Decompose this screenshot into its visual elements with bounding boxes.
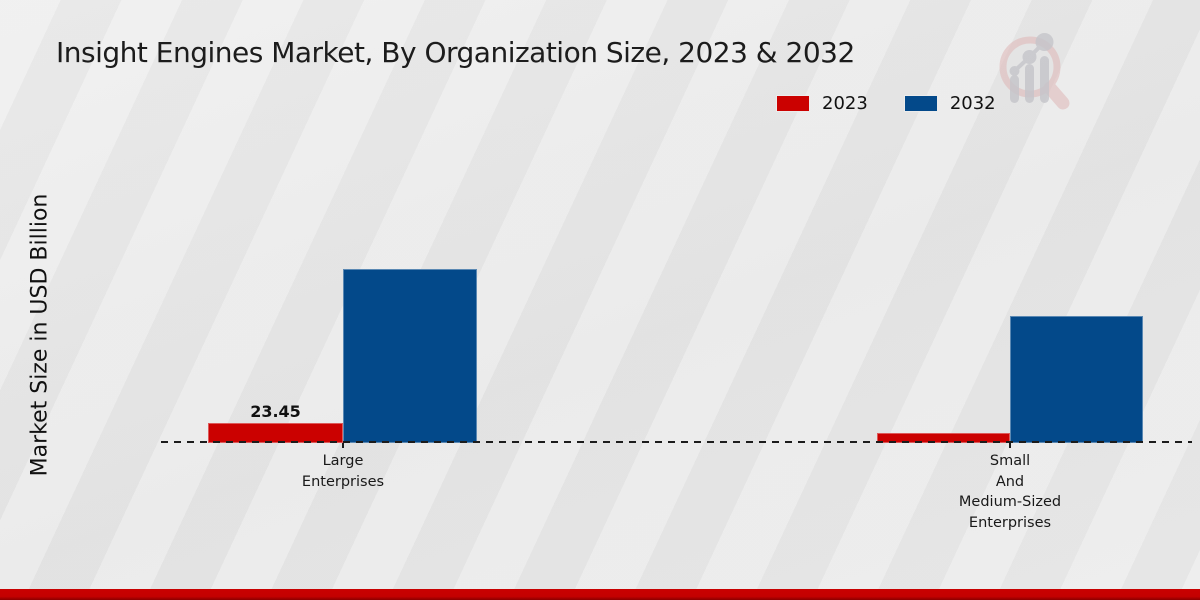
x-axis-baseline — [161, 441, 1192, 443]
legend-label-2032: 2032 — [949, 93, 996, 114]
category-label-large-enterprises: Large Enterprises — [301, 453, 385, 490]
x-axis-tick-large-enterprises — [342, 443, 344, 448]
bar-2023-large-enterprises — [208, 423, 343, 443]
growth-chart-magnifier-logo-icon — [999, 33, 1070, 110]
bar-2032-large-enterprises — [343, 269, 477, 443]
chart-title: Insight Engines Market, By Organization … — [56, 36, 855, 69]
bar-2032-sme — [1010, 315, 1143, 443]
y-axis-label: Market Size in USD Billion — [27, 193, 53, 477]
legend-swatch-2032-icon — [903, 95, 938, 112]
legend-item-2032: 2032 — [903, 93, 996, 114]
legend-label-2023: 2023 — [822, 93, 868, 114]
legend-swatch-2023-icon — [776, 95, 810, 112]
category-label-sme: Small And Medium-Sized Enterprises — [958, 453, 1062, 531]
legend: 2023 2032 — [776, 93, 996, 114]
bar-value-label: 23.45 — [250, 402, 301, 421]
legend-item-2023: 2023 — [776, 93, 868, 114]
footer-red-band — [0, 589, 1200, 600]
bar-2023-sme — [877, 433, 1010, 443]
x-axis-tick-sme — [1009, 443, 1011, 448]
